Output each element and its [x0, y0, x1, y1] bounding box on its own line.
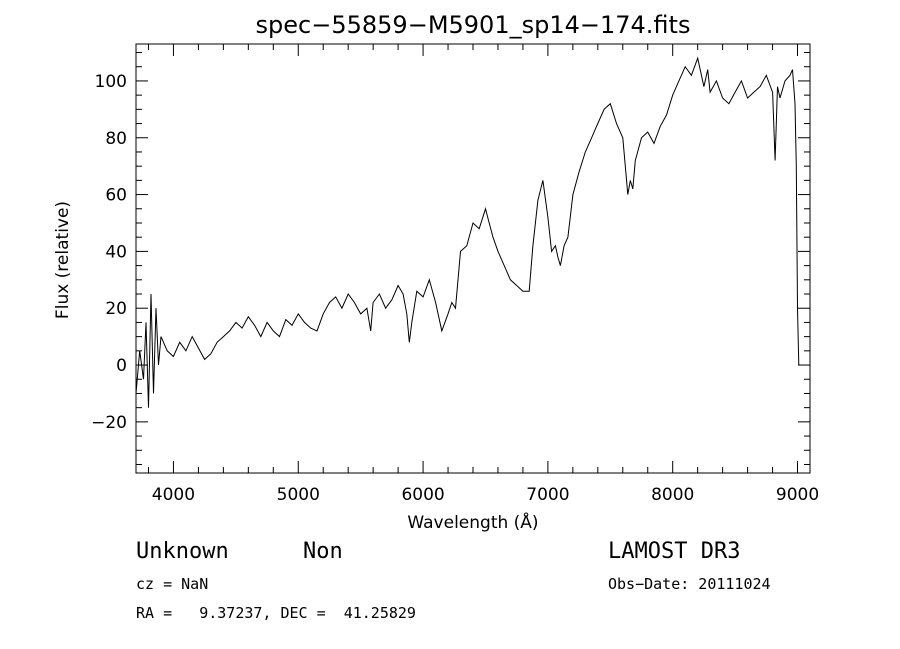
x-tick-label: 5000 — [277, 485, 320, 505]
y-tick-label: −20 — [91, 413, 127, 433]
x-axis-label: Wavelength (Å) — [407, 511, 538, 533]
y-tick-label: 60 — [105, 186, 127, 206]
x-tick-label: 4000 — [152, 485, 195, 505]
plot-frame — [135, 43, 811, 474]
survey-label: LAMOST DR3 — [608, 539, 741, 564]
subclass-label: Non — [303, 539, 343, 564]
spectrum-line — [135, 56, 800, 408]
obs-date-label: Obs−Date: 20111024 — [608, 575, 771, 593]
y-tick-label: 100 — [95, 72, 127, 92]
object-class-label: Unknown — [136, 539, 229, 564]
x-tick-label: 8000 — [651, 485, 694, 505]
coordinates-label: RA = 9.37237, DEC = 41.25829 — [136, 604, 416, 622]
x-tick-label: 9000 — [776, 485, 819, 505]
y-tick-label: 40 — [105, 242, 127, 262]
x-tick-label: 6000 — [401, 485, 444, 505]
y-axis-label: Flux (relative) — [53, 201, 73, 319]
chart-title: spec−55859−M5901_sp14−174.fits — [256, 11, 691, 39]
axes-layer: 4000 5000 6000 7000 8000 9000 −20 0 20 40 60 80 100… — [53, 11, 819, 533]
y-tick-label: 80 — [105, 129, 127, 149]
minor-ticks — [136, 44, 810, 473]
x-axis-ticks: 4000 5000 6000 7000 8000 9000 — [152, 44, 819, 505]
y-axis-ticks: −20 0 20 40 60 80 100 — [91, 72, 810, 433]
y-tick-label: 0 — [116, 356, 127, 376]
redshift-label: cz = NaN — [136, 575, 209, 593]
y-tick-label: 20 — [105, 299, 127, 319]
x-tick-label: 7000 — [526, 485, 569, 505]
